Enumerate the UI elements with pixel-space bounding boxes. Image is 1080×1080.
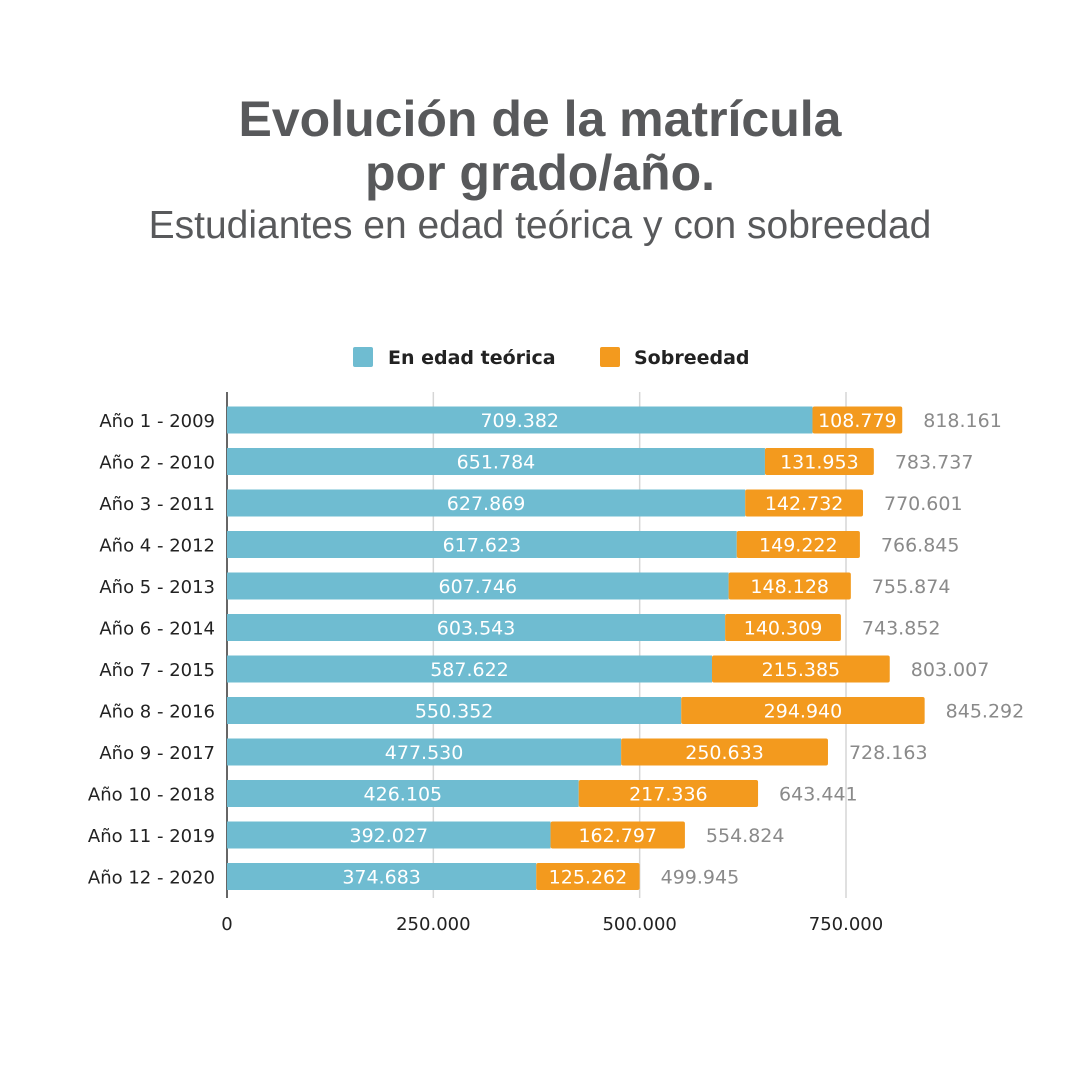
y-category-label: Año 8 - 2016	[99, 702, 215, 723]
data-label-total: 554.824	[706, 825, 785, 847]
data-label-teorica: 607.746	[439, 576, 518, 598]
x-tick-label: 250.000	[396, 914, 470, 935]
data-label-total: 818.161	[923, 410, 1002, 432]
bar-sobreedad	[578, 780, 759, 807]
data-label-sobreedad: 148.128	[750, 576, 829, 598]
bar-teorica	[227, 863, 537, 890]
data-label-teorica: 392.027	[349, 825, 428, 847]
data-label-total: 845.292	[946, 701, 1025, 723]
bar-sobreedad	[728, 572, 851, 600]
data-label-teorica: 587.622	[430, 659, 509, 681]
y-category-label: Año 1 - 2009	[99, 411, 215, 432]
data-label-sobreedad: 108.779	[818, 410, 897, 432]
data-label-sobreedad: 250.633	[685, 742, 764, 764]
data-label-total: 770.601	[884, 493, 963, 515]
data-label-total: 755.874	[872, 576, 951, 598]
x-tick-label: 0	[221, 914, 232, 935]
bar-sobreedad	[681, 697, 925, 724]
data-label-sobreedad: 162.797	[578, 825, 657, 847]
bar-teorica	[227, 821, 551, 849]
data-label-teorica: 617.623	[443, 535, 522, 557]
y-category-label: Año 6 - 2014	[99, 619, 215, 640]
data-label-sobreedad: 140.309	[744, 618, 823, 640]
data-label-total: 803.007	[911, 659, 990, 681]
data-label-teorica: 651.784	[457, 452, 536, 474]
legend-swatch-sobreedad	[600, 347, 620, 367]
data-label-sobreedad: 217.336	[629, 784, 708, 806]
bar-teorica	[227, 406, 813, 434]
bar-teorica	[227, 614, 726, 641]
y-category-label: Año 5 - 2013	[99, 577, 215, 598]
bar-sobreedad	[725, 614, 841, 641]
data-label-total: 783.737	[895, 452, 974, 474]
bar-sobreedad	[736, 531, 860, 558]
subtitle: Estudiantes en edad teórica y con sobree…	[148, 204, 932, 247]
data-label-total: 499.945	[661, 867, 740, 889]
data-label-sobreedad: 294.940	[764, 701, 843, 723]
data-label-sobreedad: 125.262	[549, 867, 628, 889]
bar-teorica	[227, 448, 765, 475]
data-label-sobreedad: 215.385	[762, 659, 841, 681]
y-category-label: Año 3 - 2011	[99, 494, 215, 515]
legend-label-teorica: En edad teórica	[388, 347, 556, 369]
data-label-teorica: 477.530	[385, 742, 464, 764]
bar-sobreedad	[764, 448, 874, 475]
x-tick-label: 750.000	[809, 914, 883, 935]
data-label-teorica: 627.869	[447, 493, 526, 515]
bar-sobreedad	[745, 489, 864, 517]
bar-teorica	[227, 697, 682, 724]
bar-teorica	[227, 655, 712, 683]
x-tick-label: 500.000	[602, 914, 676, 935]
data-label-teorica: 709.382	[480, 410, 559, 432]
data-label-total: 743.852	[862, 618, 941, 640]
data-label-teorica: 374.683	[342, 867, 421, 889]
y-category-label: Año 7 - 2015	[99, 660, 215, 681]
data-label-sobreedad: 149.222	[759, 535, 838, 557]
data-label-teorica: 603.543	[437, 618, 516, 640]
bar-teorica	[227, 531, 737, 558]
y-category-label: Año 12 - 2020	[88, 868, 215, 889]
data-label-teorica: 426.105	[364, 784, 443, 806]
bar-teorica	[227, 572, 729, 600]
legend-swatch-teorica	[353, 347, 373, 367]
bar-teorica	[227, 780, 579, 807]
title-line-2: por grado/año.	[365, 145, 715, 201]
data-label-total: 643.441	[779, 784, 858, 806]
title-line-1: Evolución de la matrícula	[238, 91, 842, 147]
data-label-sobreedad: 131.953	[780, 452, 859, 474]
y-category-label: Año 10 - 2018	[88, 785, 215, 806]
y-category-label: Año 2 - 2010	[99, 453, 215, 474]
bar-teorica	[227, 738, 622, 766]
y-category-label: Año 4 - 2012	[99, 536, 215, 557]
y-category-label: Año 9 - 2017	[99, 743, 215, 764]
bar-sobreedad	[711, 655, 890, 683]
bar-sobreedad	[536, 863, 640, 890]
data-label-sobreedad: 142.732	[765, 493, 844, 515]
bar-teorica	[227, 489, 746, 517]
y-category-label: Año 11 - 2019	[88, 826, 215, 847]
bar-sobreedad	[550, 821, 685, 849]
legend-label-sobreedad: Sobreedad	[634, 347, 750, 369]
bar-sobreedad	[621, 738, 828, 766]
data-label-teorica: 550.352	[415, 701, 494, 723]
bar-sobreedad	[812, 406, 903, 434]
data-label-total: 728.163	[849, 742, 928, 764]
data-label-total: 766.845	[881, 535, 960, 557]
